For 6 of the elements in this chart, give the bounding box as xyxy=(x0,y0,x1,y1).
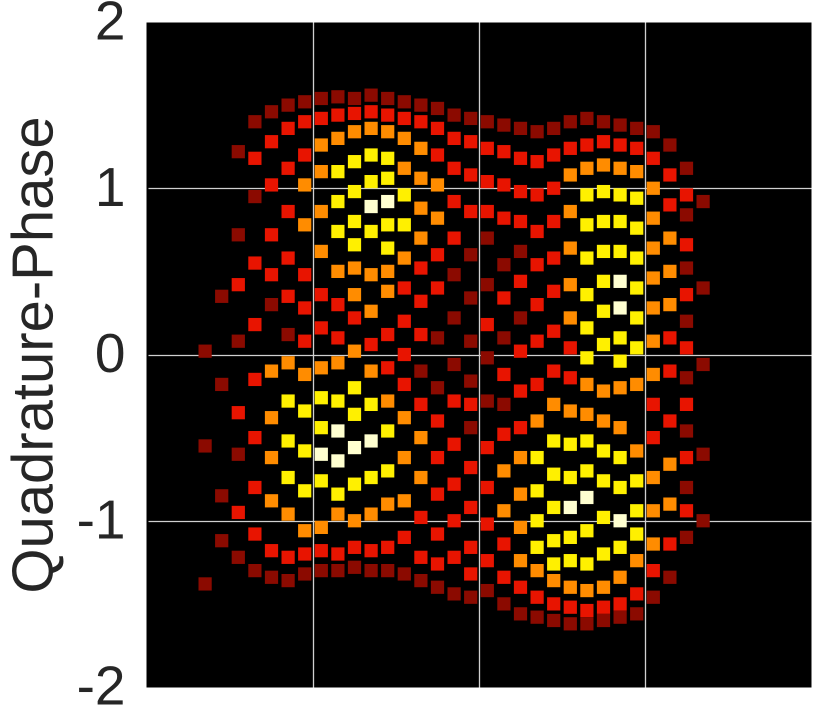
y-tick-label: -1 xyxy=(76,488,126,550)
y-tick-label: -2 xyxy=(76,654,126,711)
y-axis-title: Quadrature-Phase xyxy=(0,116,66,594)
y-tick-label: 1 xyxy=(94,156,126,218)
y-tick-label: 0 xyxy=(94,322,126,384)
y-tick-label: 2 xyxy=(94,0,126,52)
